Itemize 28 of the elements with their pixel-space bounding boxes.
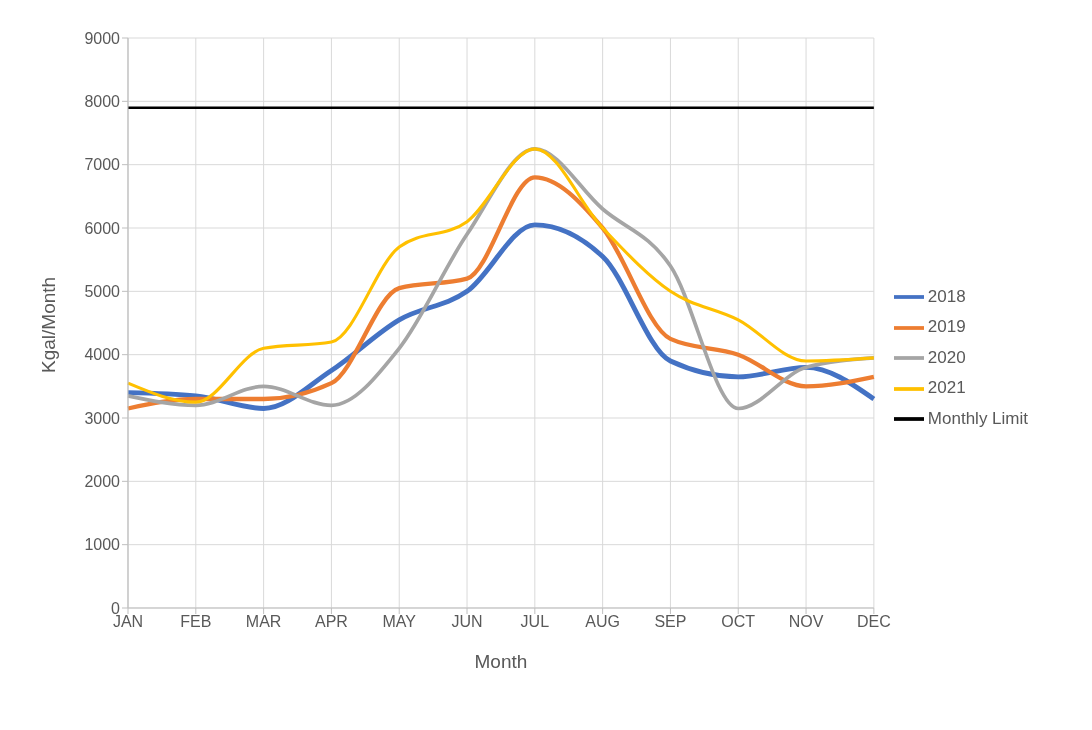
x-tick-label: AUG (585, 613, 620, 631)
legend-label: 2018 (927, 286, 966, 306)
x-tick-label: MAR (245, 613, 282, 631)
y-tick-label: 5000 (84, 283, 121, 301)
x-tick-label: JUL (520, 613, 550, 631)
x-tick-label: NOV (788, 613, 824, 631)
y-tick-label: 4000 (84, 346, 121, 364)
y-tick-label: 3000 (84, 409, 121, 427)
y-axis-title: Kgal/Month (37, 276, 59, 373)
x-tick-label: JUN (451, 613, 483, 631)
x-tick-label: FEB (180, 613, 212, 631)
x-tick-label: MAY (382, 613, 417, 631)
x-tick-label: SEP (654, 613, 687, 631)
x-axis-title: Month (474, 651, 528, 672)
y-tick-label: 8000 (84, 93, 121, 111)
y-tick-label: 7000 (84, 156, 121, 174)
y-tick-label: 9000 (84, 29, 121, 47)
x-tick-label: JAN (112, 613, 144, 631)
legend-label: 2020 (927, 347, 966, 367)
x-tick-label: APR (314, 613, 348, 631)
x-tick-label: OCT (721, 613, 756, 631)
y-tick-label: 6000 (84, 219, 121, 237)
x-tick-label: DEC (856, 613, 891, 631)
y-tick-label: 2000 (84, 473, 121, 491)
legend-label: 2021 (927, 378, 966, 398)
y-tick-label: 1000 (84, 536, 121, 554)
legend-label: Monthly Limit (927, 408, 1028, 428)
legend-label: 2019 (927, 317, 966, 337)
